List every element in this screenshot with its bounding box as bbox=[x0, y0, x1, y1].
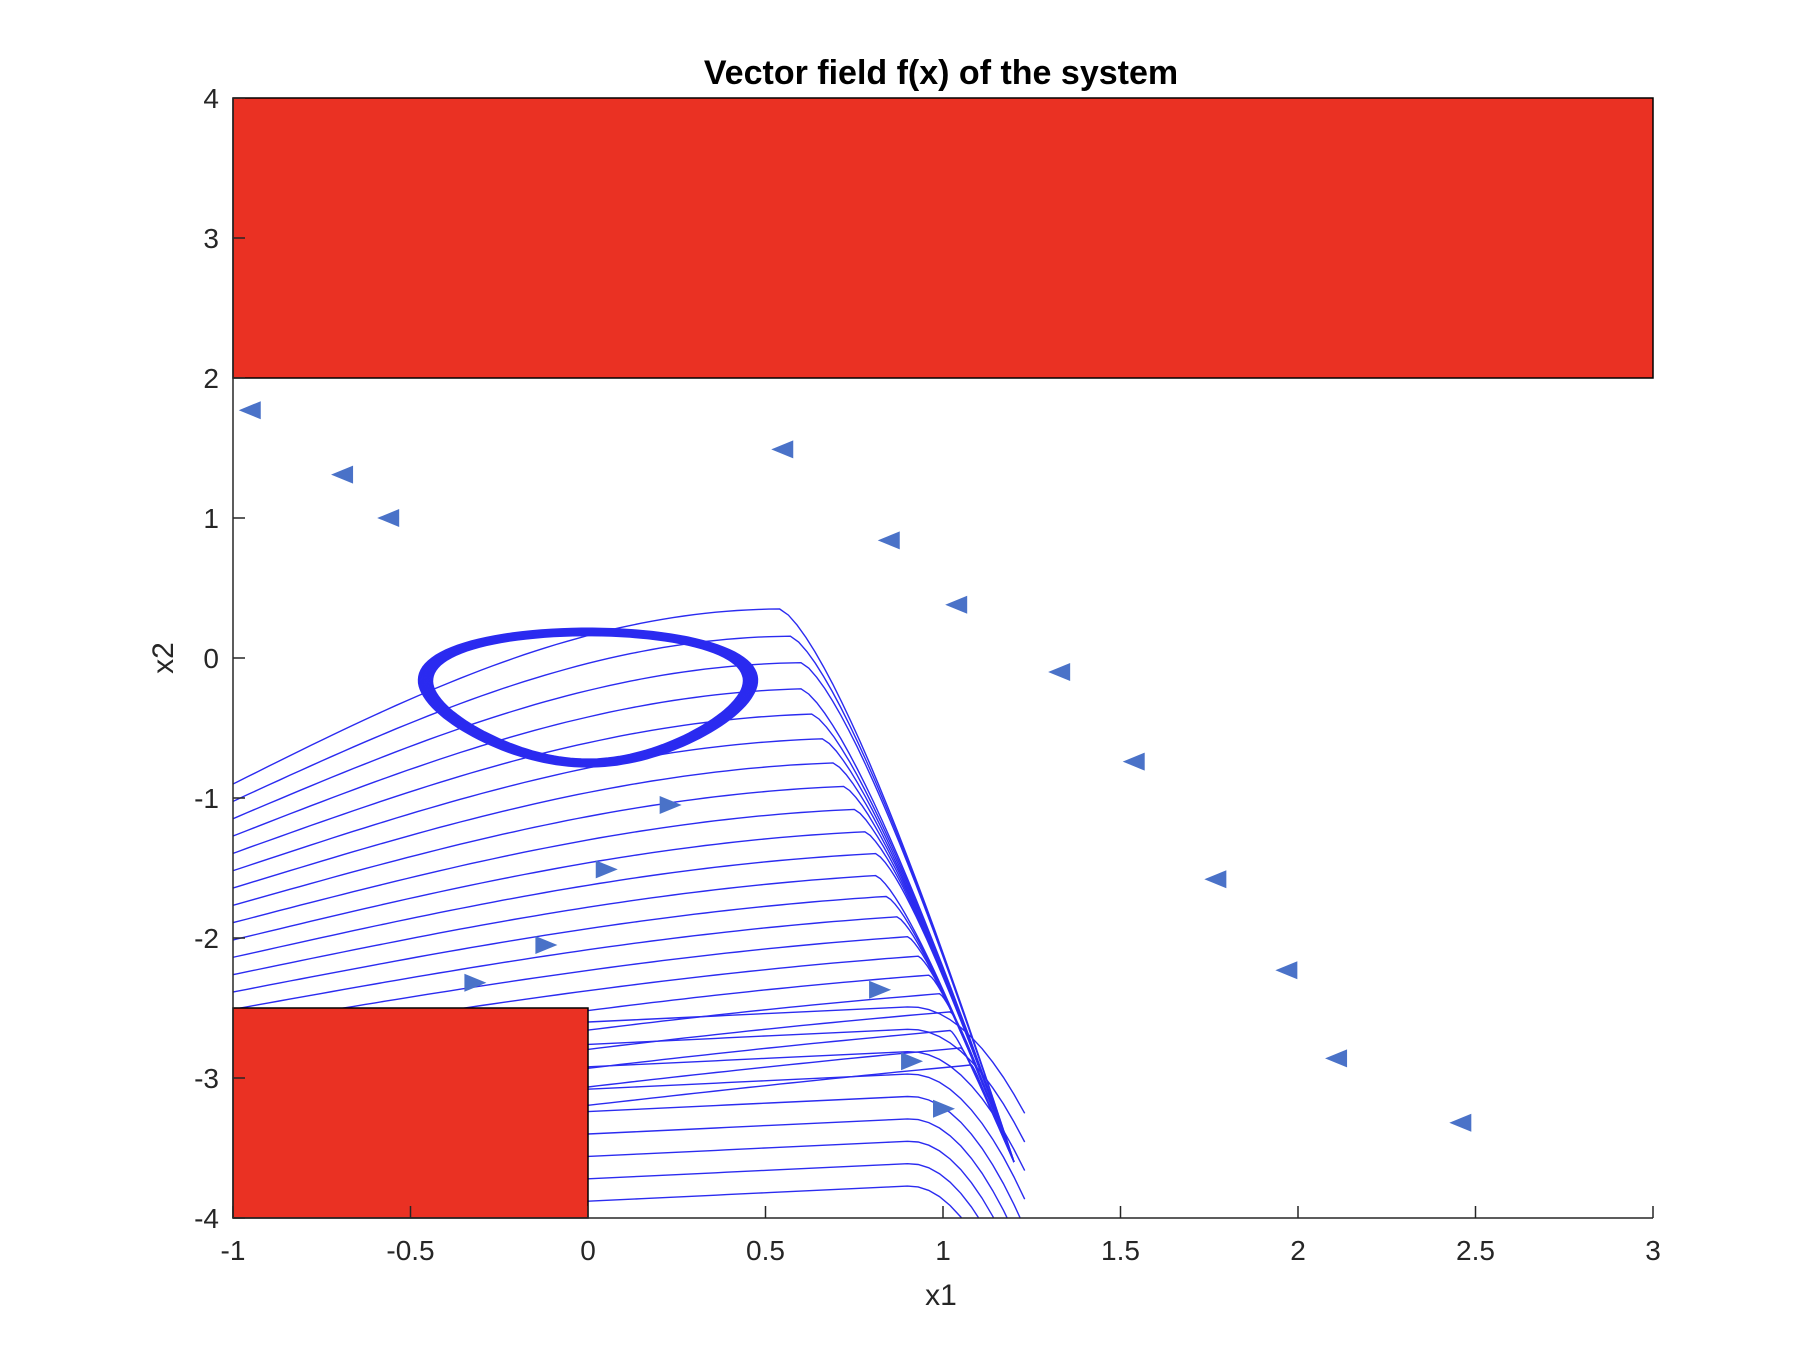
streamline bbox=[233, 852, 1015, 1163]
streamline bbox=[587, 1118, 1008, 1218]
streamline bbox=[233, 808, 1015, 1163]
streamline bbox=[587, 1095, 1021, 1218]
direction-arrow-left bbox=[1325, 1049, 1348, 1068]
streamline bbox=[587, 1073, 1026, 1200]
y-axis-label: x2 bbox=[147, 642, 180, 674]
x-tick-label: 1 bbox=[935, 1235, 951, 1266]
streamline bbox=[587, 1140, 995, 1218]
x-axis-label: x1 bbox=[925, 1279, 957, 1312]
streamline bbox=[587, 1028, 1026, 1143]
direction-arrow-left bbox=[331, 465, 354, 484]
y-tick-label: 0 bbox=[203, 643, 219, 674]
direction-arrow-left bbox=[1204, 870, 1227, 889]
x-tick-label: 0 bbox=[580, 1235, 596, 1266]
streamline bbox=[233, 608, 1015, 1163]
direction-arrow-left bbox=[945, 595, 968, 614]
direction-arrow-right bbox=[933, 1099, 955, 1118]
y-tick-label: 2 bbox=[203, 363, 219, 394]
y-tick-label: 4 bbox=[203, 83, 219, 114]
unsafe-regions bbox=[232, 97, 1654, 1219]
direction-arrow-left bbox=[1122, 752, 1145, 771]
streamline bbox=[233, 874, 1015, 1163]
y-tick-label: 1 bbox=[203, 503, 219, 534]
direction-arrow-left bbox=[1449, 1113, 1472, 1132]
direction-arrow-right bbox=[595, 860, 618, 879]
x-tick-label: 0.5 bbox=[746, 1235, 785, 1266]
direction-arrow-left bbox=[877, 531, 900, 550]
x-tick-label: 1.5 bbox=[1101, 1235, 1140, 1266]
streamline bbox=[587, 1006, 1026, 1114]
streamline bbox=[233, 895, 1015, 1163]
y-tick-label: -3 bbox=[194, 1063, 219, 1094]
direction-arrow-left bbox=[238, 401, 261, 420]
y-tick-label: -1 bbox=[194, 783, 219, 814]
upper-unsafe-region bbox=[232, 97, 1654, 379]
x-ticks: -1 -0.5 0 0.5 1 1.5 2 2.5 3 bbox=[221, 1206, 1661, 1266]
streamline bbox=[233, 762, 1015, 1163]
streamline bbox=[233, 661, 1015, 1163]
direction-arrow-left bbox=[1275, 961, 1298, 980]
streamline bbox=[587, 1162, 980, 1218]
direction-arrow-left bbox=[1048, 663, 1071, 681]
streamline bbox=[233, 713, 1015, 1163]
chart-title: Vector field f(x) of the system bbox=[704, 54, 1178, 92]
y-tick-label: -2 bbox=[194, 923, 219, 954]
streamline bbox=[587, 1050, 1026, 1171]
x-tick-label: 2.5 bbox=[1456, 1235, 1495, 1266]
direction-arrow-right bbox=[464, 973, 487, 992]
direction-arrow-right bbox=[869, 980, 892, 999]
x-tick-label: -1 bbox=[221, 1235, 246, 1266]
lower-unsafe-region bbox=[232, 1007, 589, 1219]
limit-cycle bbox=[417, 627, 759, 768]
direction-arrow-left bbox=[377, 509, 400, 527]
limit-cycle-loop bbox=[417, 627, 759, 768]
streamlines bbox=[233, 608, 1026, 1218]
direction-arrow-left bbox=[771, 440, 794, 459]
x-tick-label: -0.5 bbox=[386, 1235, 434, 1266]
direction-arrow-right bbox=[659, 796, 682, 814]
y-tick-label: -4 bbox=[194, 1203, 219, 1234]
direction-arrows bbox=[238, 401, 1472, 1132]
x-tick-label: 3 bbox=[1645, 1235, 1661, 1266]
x-tick-label: 2 bbox=[1290, 1235, 1306, 1266]
direction-arrow-right bbox=[901, 1052, 924, 1071]
streamline bbox=[587, 1185, 963, 1218]
streamline bbox=[233, 635, 1015, 1163]
streamline bbox=[233, 688, 1015, 1163]
y-tick-label: 3 bbox=[203, 223, 219, 254]
y-ticks: -4 -3 -2 -1 0 1 2 3 4 bbox=[194, 83, 245, 1234]
direction-arrow-right bbox=[535, 936, 558, 954]
